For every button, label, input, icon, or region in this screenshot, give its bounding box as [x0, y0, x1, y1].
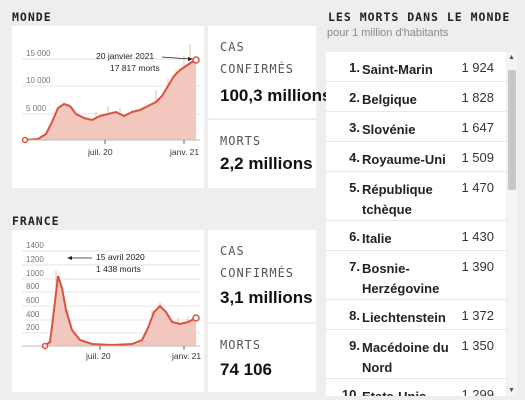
- monde-title: MONDE: [12, 10, 52, 24]
- france-ytick-1400: 1400: [26, 241, 44, 250]
- deaths-per-million: 1 390: [461, 259, 494, 274]
- france-end-marker: [192, 314, 200, 322]
- ranking-row: 6. Italie 1 430: [326, 221, 506, 251]
- ranking-row: 4. Royaume-Uni 1 509: [326, 142, 506, 172]
- scroll-down-icon[interactable]: ▼: [508, 387, 515, 394]
- monde-chart-svg: 5 000 10 000 15 000 20 janvier 2021 17 8…: [21, 44, 200, 157]
- deaths-per-million: 1 372: [461, 308, 494, 323]
- france-annotation-date: 15 avril 2020: [96, 252, 145, 262]
- monde-ytick-15000: 15 000: [26, 49, 51, 58]
- monde-cases-value: 100,3 millions: [220, 86, 332, 105]
- rank-number: 7.: [349, 259, 360, 274]
- france-annotation-value: 1 438 morts: [96, 264, 141, 274]
- france-ytick-800: 800: [26, 282, 40, 291]
- deaths-per-million: 1 430: [461, 229, 494, 244]
- rank-number: 9.: [349, 338, 360, 353]
- france-ytick-200: 200: [26, 323, 40, 332]
- france-ytick-1000: 1000: [26, 269, 44, 278]
- monde-stats: CAS CONFIRMÉS 100,3 millions MORTS 2,2 m…: [208, 26, 332, 188]
- monde-start-marker: [21, 136, 29, 144]
- france-cases-label-2: CONFIRMÉS: [220, 266, 295, 280]
- monde-chart: 5 000 10 000 15 000 20 janvier 2021 17 8…: [12, 26, 204, 188]
- france-start-marker: [41, 342, 49, 350]
- ranking-title: LES MORTS DANS LE MONDE: [328, 10, 511, 24]
- ranking-row: 10. Etats-Unis 1 299: [326, 379, 506, 396]
- france-title: FRANCE: [12, 214, 60, 228]
- france-xtick-juil: juil. 20: [85, 351, 111, 361]
- ranking-row: 3. Slovénie 1 647: [326, 112, 506, 142]
- deaths-per-million: 1 647: [461, 120, 494, 135]
- ranking-subtitle: pour 1 million d'habitants: [327, 27, 449, 39]
- country-name: République tchèque: [362, 182, 433, 217]
- ranking-row: 1. Saint-Marin 1 924: [326, 52, 506, 82]
- deaths-per-million: 1 924: [461, 60, 494, 75]
- france-chart: 200 400 600 800 1000 1200 1400 15 avril …: [12, 230, 204, 392]
- ranking-row: 5. République tchèque 1 470: [326, 172, 506, 221]
- country-name: Slovénie: [362, 122, 416, 137]
- scroll-up-icon[interactable]: ▲: [508, 54, 515, 61]
- monde-xtick-janv: janv. 21: [169, 147, 199, 157]
- ranking-scrollbar[interactable]: ▲ ▼: [507, 52, 517, 396]
- ranking-row: 8. Liechtenstein 1 372: [326, 300, 506, 330]
- france-cases-label: CAS: [220, 244, 245, 258]
- deaths-per-million: 1 470: [461, 180, 494, 195]
- france-chart-svg: 200 400 600 800 1000 1200 1400 15 avril …: [22, 241, 201, 361]
- monde-xtick-juil: juil. 20: [87, 147, 113, 157]
- france-ytick-400: 400: [26, 310, 40, 319]
- country-name: Royaume-Uni: [362, 152, 446, 167]
- deaths-per-million: 1 299: [461, 387, 494, 396]
- country-name: Bosnie-Herzégovine: [362, 261, 440, 296]
- country-name: Macédoine du Nord: [362, 340, 449, 375]
- rank-number: 6.: [349, 229, 360, 244]
- france-deaths-label: MORTS: [220, 338, 262, 352]
- monde-deaths-label: MORTS: [220, 134, 262, 148]
- ranking-row: 2. Belgique 1 828: [326, 82, 506, 112]
- monde-ytick-10000: 10 000: [26, 76, 51, 85]
- country-name: Saint-Marin: [362, 62, 433, 77]
- rank-number: 10.: [341, 387, 360, 396]
- france-xtick-janv: janv. 21: [171, 351, 201, 361]
- france-stats: CAS CONFIRMÉS 3,1 millions MORTS 74 106: [208, 230, 316, 392]
- country-name: Italie: [362, 231, 392, 246]
- country-name: Etats-Unis: [362, 387, 452, 396]
- ranking-row: 9. Macédoine du Nord 1 350: [326, 330, 506, 379]
- country-name: Belgique: [362, 92, 417, 107]
- france-deaths-value: 74 106: [220, 360, 272, 379]
- deaths-per-million: 1 828: [461, 90, 494, 105]
- country-name: Liechtenstein: [362, 310, 446, 325]
- monde-end-marker: [192, 56, 200, 64]
- ranking-list[interactable]: 1. Saint-Marin 1 924 2. Belgique 1 828 3…: [326, 52, 506, 396]
- rank-number: 8.: [349, 308, 360, 323]
- monde-cases-label-2: CONFIRMÉS: [220, 62, 295, 76]
- rank-number: 2.: [349, 90, 360, 105]
- france-ytick-600: 600: [26, 296, 40, 305]
- monde-annotation-value: 17 817 morts: [110, 63, 160, 73]
- deaths-per-million: 1 509: [461, 150, 494, 165]
- rank-number: 1.: [349, 60, 360, 75]
- monde-ytick-5000: 5 000: [26, 104, 47, 113]
- france-cases-value: 3,1 millions: [220, 288, 313, 307]
- monde-annotation-date: 20 janvier 2021: [96, 51, 154, 61]
- scroll-thumb[interactable]: [508, 70, 516, 190]
- monde-cases-label: CAS: [220, 40, 245, 54]
- monde-deaths-value: 2,2 millions: [220, 154, 313, 173]
- ranking-row: 7. Bosnie-Herzégovine 1 390: [326, 251, 506, 300]
- rank-number: 3.: [349, 120, 360, 135]
- rank-number: 4.: [349, 150, 360, 165]
- deaths-per-million: 1 350: [461, 338, 494, 353]
- france-ytick-1200: 1200: [26, 255, 44, 264]
- rank-number: 5.: [349, 180, 360, 195]
